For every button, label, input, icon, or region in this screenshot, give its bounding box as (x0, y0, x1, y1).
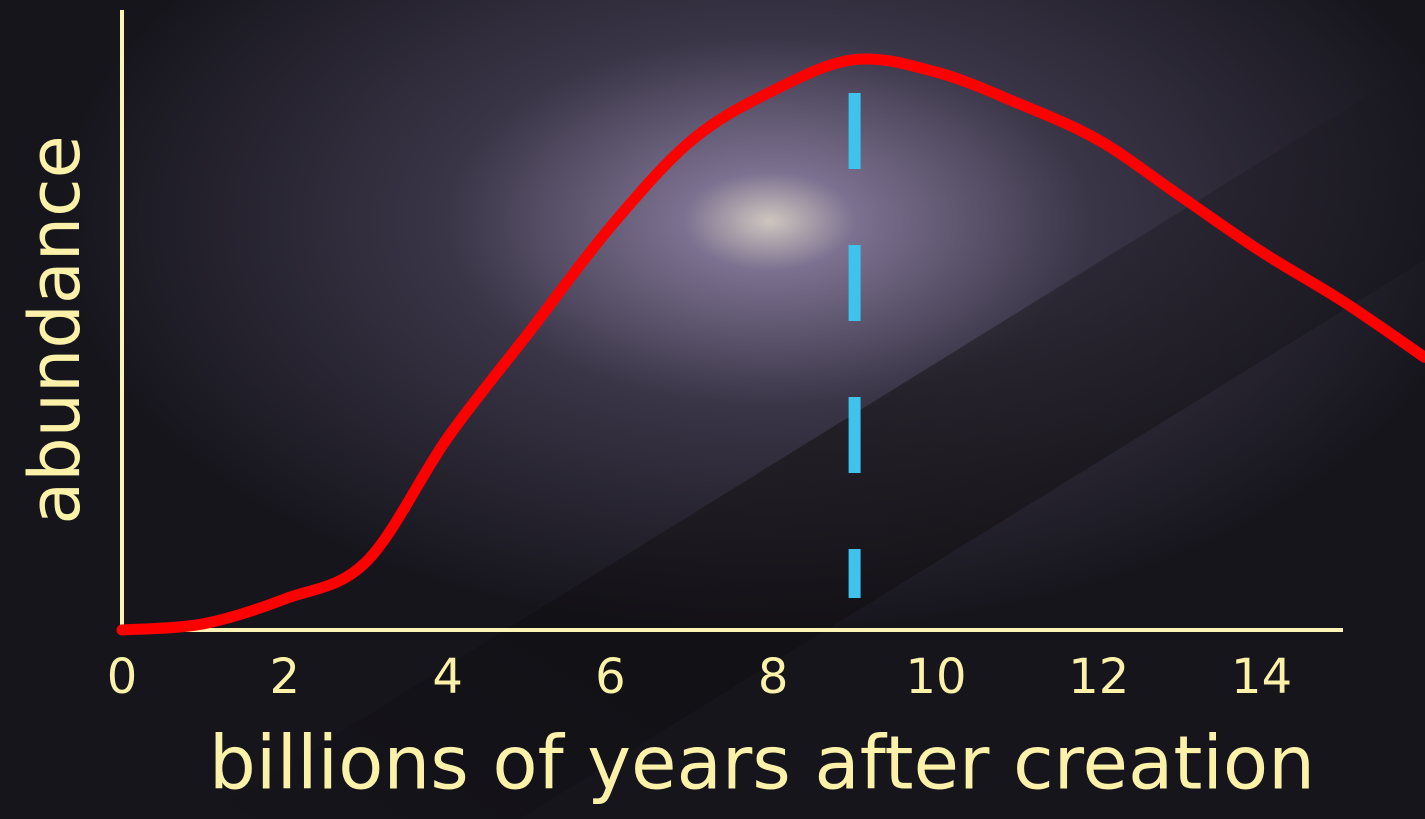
x-axis-label: billions of years after creation (209, 721, 1315, 807)
x-tick-label: 14 (1231, 649, 1292, 705)
plot-area: 0 2 4 6 8 10 12 14 (107, 10, 1425, 705)
x-tick-label: 6 (595, 649, 626, 705)
y-axis-label: abundance (14, 135, 96, 524)
x-tick-label: 10 (905, 649, 966, 705)
data-line (116, 53, 1425, 636)
x-tick-label: 8 (758, 649, 789, 705)
x-tick-label: 12 (1068, 649, 1129, 705)
x-tick-label: 0 (107, 649, 138, 705)
x-tick-label: 2 (270, 649, 301, 705)
x-tick-label: 4 (432, 649, 463, 705)
